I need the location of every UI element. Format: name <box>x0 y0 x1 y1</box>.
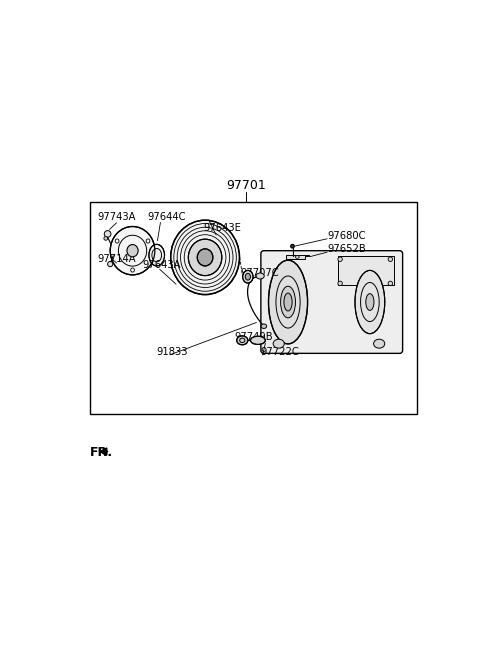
Ellipse shape <box>197 249 213 266</box>
Ellipse shape <box>261 324 267 328</box>
Bar <box>90 202 417 414</box>
Text: 91833: 91833 <box>156 347 188 357</box>
FancyBboxPatch shape <box>261 251 403 353</box>
Ellipse shape <box>115 239 119 243</box>
Text: 97707C: 97707C <box>240 268 279 278</box>
Text: 97722C: 97722C <box>260 347 299 357</box>
Ellipse shape <box>373 339 385 348</box>
Ellipse shape <box>188 239 222 276</box>
Ellipse shape <box>338 281 342 286</box>
Ellipse shape <box>281 286 296 318</box>
Ellipse shape <box>388 257 393 261</box>
Text: 97714A: 97714A <box>97 254 136 264</box>
Polygon shape <box>286 255 309 258</box>
Ellipse shape <box>171 220 240 294</box>
Ellipse shape <box>251 336 265 344</box>
Ellipse shape <box>110 227 155 275</box>
Ellipse shape <box>149 244 165 266</box>
Ellipse shape <box>108 261 113 267</box>
Ellipse shape <box>104 231 111 237</box>
Ellipse shape <box>245 273 251 280</box>
Bar <box>338 256 394 285</box>
Text: 97643E: 97643E <box>203 223 241 233</box>
Text: 97701: 97701 <box>226 179 266 193</box>
Ellipse shape <box>338 257 342 261</box>
Ellipse shape <box>290 244 294 248</box>
Text: 97749B: 97749B <box>234 332 273 342</box>
Ellipse shape <box>127 244 138 257</box>
Ellipse shape <box>296 256 299 258</box>
Ellipse shape <box>131 268 134 272</box>
Ellipse shape <box>284 293 292 311</box>
Ellipse shape <box>237 336 248 345</box>
Text: 97680C: 97680C <box>328 231 366 240</box>
Text: 97652B: 97652B <box>328 244 367 254</box>
Ellipse shape <box>366 294 374 310</box>
Ellipse shape <box>355 271 385 334</box>
Text: 97743A: 97743A <box>97 212 136 221</box>
Ellipse shape <box>388 281 393 286</box>
Ellipse shape <box>104 237 108 240</box>
Ellipse shape <box>268 260 308 344</box>
Ellipse shape <box>146 239 150 243</box>
Text: 97644C: 97644C <box>147 212 186 221</box>
Text: FR.: FR. <box>90 446 113 459</box>
Ellipse shape <box>256 273 264 279</box>
Ellipse shape <box>273 339 284 348</box>
Ellipse shape <box>243 271 253 283</box>
Text: 97643A: 97643A <box>143 260 181 271</box>
